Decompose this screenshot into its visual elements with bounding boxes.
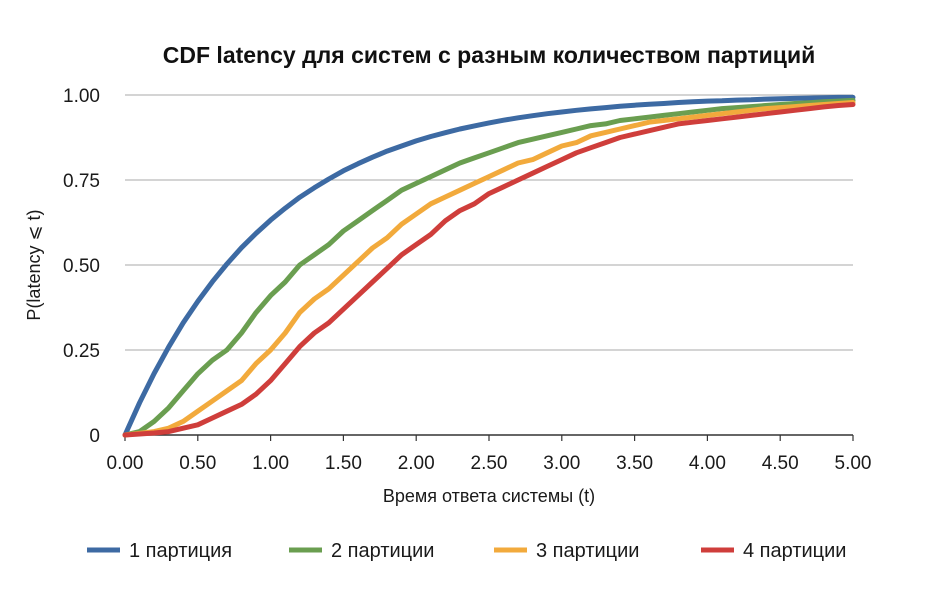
x-tick-label: 3.50 (616, 453, 653, 474)
legend-label: 4 партиции (743, 540, 846, 562)
y-tick-label: 1.00 (63, 86, 100, 107)
legend-item-4: 4 партиции (701, 540, 846, 562)
legend-item-2: 2 партиции (289, 540, 434, 562)
x-axis-label: Время ответа системы (t) (383, 486, 595, 506)
x-tick-label: 3.00 (543, 453, 580, 474)
y-axis-ticks: 0 0.25 0.50 0.75 1.00 (63, 86, 100, 447)
x-tick-label: 2.00 (398, 453, 435, 474)
x-tick-label: 1.50 (325, 453, 362, 474)
x-tick-label: 1.00 (252, 453, 289, 474)
y-tick-label: 0.25 (63, 341, 100, 362)
y-tick-label: 0 (89, 426, 100, 447)
series-line-2 (122, 97, 856, 438)
legend: 1 партиция 2 партиции 3 партиции 4 партиции (87, 540, 846, 562)
y-tick-label: 0.50 (63, 256, 100, 277)
x-tick-label: 2.50 (471, 453, 508, 474)
chart-title: CDF latency для систем с разным количест… (163, 42, 815, 68)
x-tick-label: 4.00 (689, 453, 726, 474)
series-line-1 (122, 94, 856, 438)
y-tick-label: 0.75 (63, 171, 100, 192)
legend-label: 3 партиции (536, 540, 639, 562)
x-tick-label: 0.00 (107, 453, 144, 474)
x-tick-label: 5.00 (835, 453, 872, 474)
legend-item-1: 1 партиция (87, 540, 232, 562)
gridlines (124, 94, 854, 441)
series-lines (122, 94, 856, 438)
x-tick-label: 4.50 (762, 453, 799, 474)
legend-label: 2 партиции (331, 540, 434, 562)
y-axis-label: P(latency ⩽ t) (24, 209, 44, 320)
legend-item-3: 3 партиции (494, 540, 639, 562)
series-line-3 (122, 100, 856, 438)
x-tick-label: 0.50 (179, 453, 216, 474)
legend-label: 1 партиция (129, 540, 232, 562)
series-line-4 (122, 102, 856, 438)
x-axis-ticks: 0.00 0.50 1.00 1.50 2.00 2.50 3.00 3.50 4.00 4.50… (107, 453, 872, 474)
